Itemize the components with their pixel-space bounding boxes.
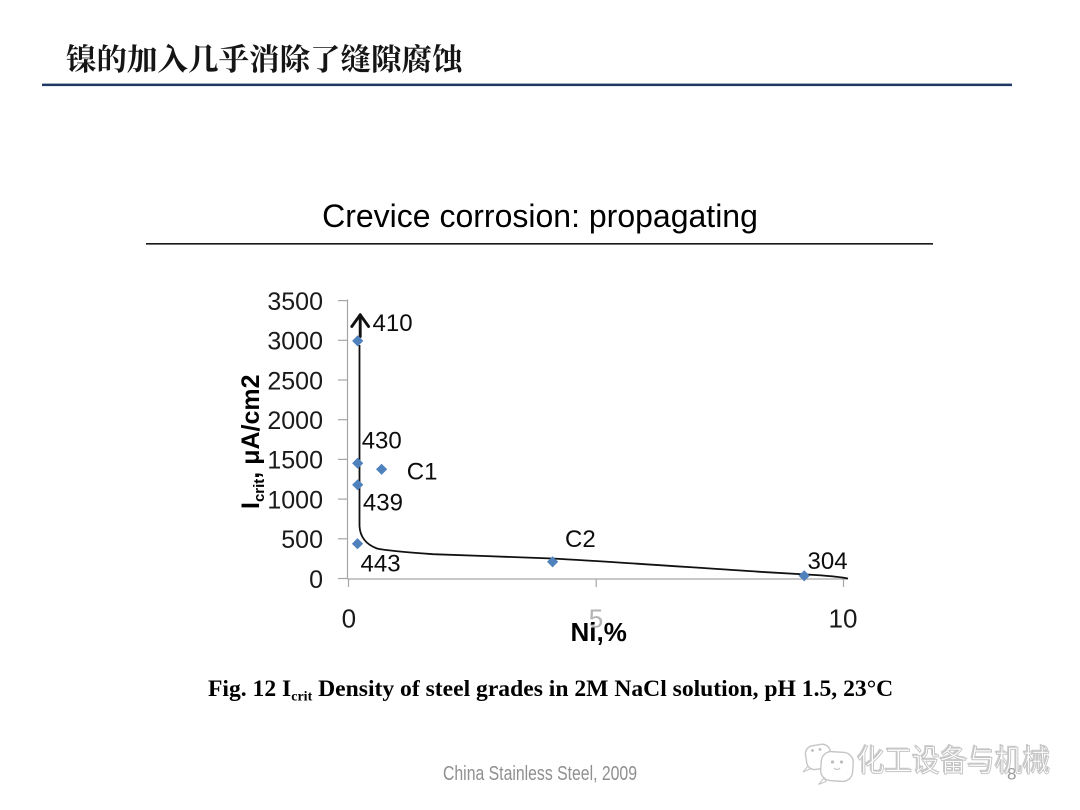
svg-text:1500: 1500 [267,447,323,475]
svg-text:China Stainless Steel, 2009: China Stainless Steel, 2009 [443,763,637,785]
svg-text:8: 8 [1007,765,1016,784]
svg-text:0: 0 [309,566,323,594]
svg-text:3000: 3000 [267,328,323,356]
svg-text:Ni,%: Ni,% [571,617,627,647]
svg-text:C2: C2 [565,526,596,553]
svg-text:0: 0 [342,604,356,634]
svg-text:304: 304 [808,548,848,575]
svg-text:443: 443 [361,551,401,578]
svg-text:C1: C1 [407,459,438,486]
svg-text:Crevice corrosion: propagating: Crevice corrosion: propagating [322,198,758,234]
svg-text:500: 500 [281,526,323,554]
svg-text:5: 5 [589,604,603,634]
svg-text:2000: 2000 [267,407,323,435]
svg-text:410: 410 [373,310,413,337]
svg-text:430: 430 [362,428,402,455]
svg-text:10: 10 [829,604,858,634]
svg-text:2500: 2500 [267,367,323,395]
svg-text:3500: 3500 [267,288,323,316]
svg-text:Fig. 12 Icrit Density of steel: Fig. 12 Icrit Density of steel grades in… [208,676,893,705]
svg-text:Icrit, μA/cm2: Icrit, μA/cm2 [237,374,268,509]
svg-text:1000: 1000 [267,486,323,514]
svg-text:439: 439 [363,490,403,517]
